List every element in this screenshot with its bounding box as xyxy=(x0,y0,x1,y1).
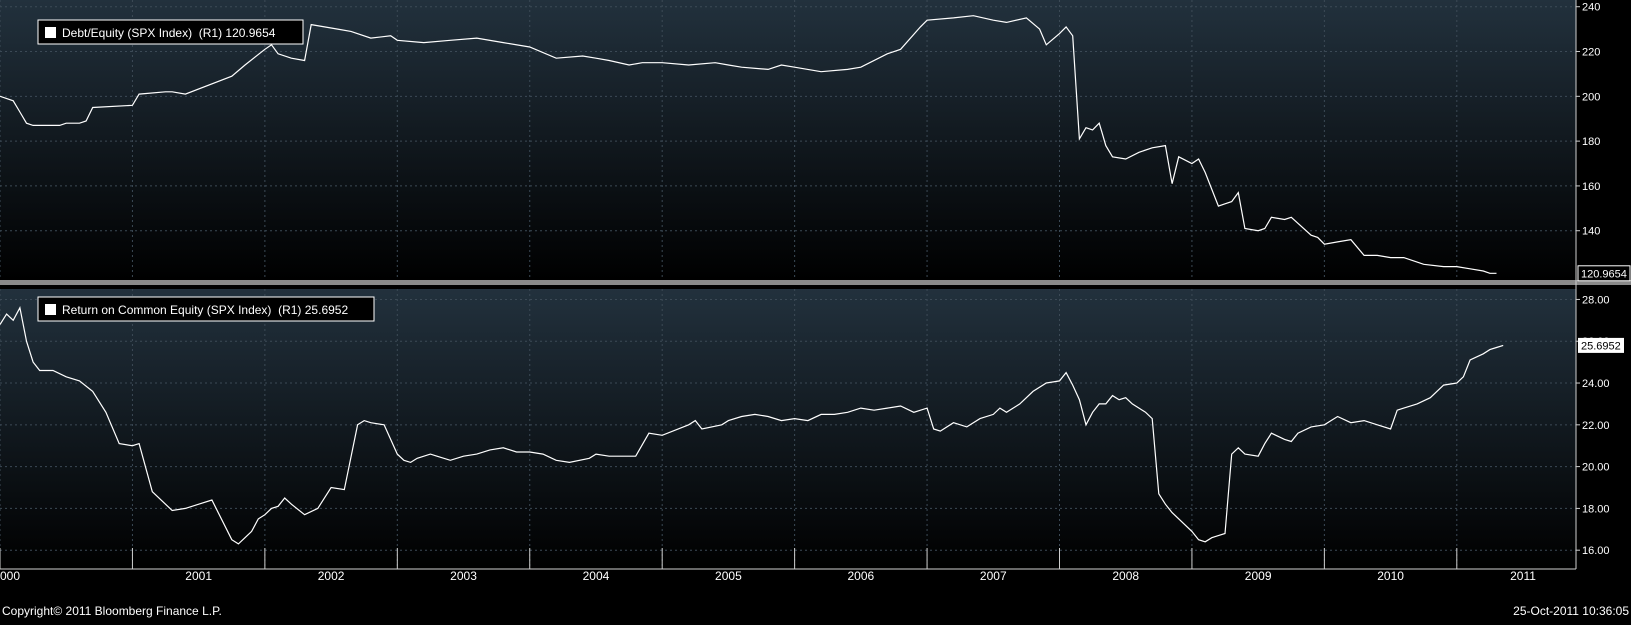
roe-y-tick-label: 18.00 xyxy=(1582,503,1610,515)
roe-y-tick-label: 28.00 xyxy=(1582,294,1610,306)
x-tick-label-2006: 2006 xyxy=(847,569,874,583)
timestamp-text: 25-Oct-2011 10:36:05 xyxy=(1513,604,1629,618)
x-tick-label-2004: 2004 xyxy=(583,569,610,583)
debt-equity-y-tick-label: 200 xyxy=(1582,91,1600,103)
debt-equity-y-tick-label: 220 xyxy=(1582,47,1600,59)
x-tick-label-2001: 2001 xyxy=(185,569,212,583)
x-tick-label-2010: 2010 xyxy=(1377,569,1404,583)
roe-y-tick-label: 22.00 xyxy=(1582,420,1610,432)
bottom-panel-grid xyxy=(0,289,1576,569)
roe-last-value-tag: 25.6952 xyxy=(1578,337,1624,353)
top-legend-text: Debt/Equity (SPX Index) (R1) 120.9654 xyxy=(62,26,276,40)
roe-last-value: 25.6952 xyxy=(1581,340,1621,352)
panel-divider xyxy=(0,280,1631,285)
roe-series-line xyxy=(0,306,1504,545)
debt-equity-y-tick-label: 180 xyxy=(1582,136,1600,148)
x-tick-label-2002: 2002 xyxy=(318,569,345,583)
x-tick-label-2007: 2007 xyxy=(980,569,1007,583)
bottom-panel-background xyxy=(0,289,1576,569)
x-tick-label-partial: 000 xyxy=(0,569,20,583)
debt-equity-series-line xyxy=(0,15,1497,274)
debt-equity-y-tick-label: 140 xyxy=(1582,226,1600,238)
legend-swatch xyxy=(45,304,56,315)
roe-y-tick-label: 24.00 xyxy=(1582,378,1610,390)
x-tick-label-2009: 2009 xyxy=(1245,569,1272,583)
roe-y-tick-label: 20.00 xyxy=(1582,462,1610,474)
bottom-legend: Return on Common Equity (SPX Index) (R1)… xyxy=(37,296,375,322)
bottom-legend-text: Return on Common Equity (SPX Index) (R1)… xyxy=(62,303,348,317)
roe-y-tick-label: 16.00 xyxy=(1582,545,1610,557)
x-tick-label-2011: 2011 xyxy=(1510,569,1536,583)
top-legend: Debt/Equity (SPX Index) (R1) 120.9654 xyxy=(37,19,304,45)
x-axis: 000 2001 2002 2003 2004 2005 2006 2007 2008 2009… xyxy=(0,548,1536,583)
debt-equity-last-value-tag: 120.9654 xyxy=(1577,265,1631,282)
debt-equity-last-value: 120.9654 xyxy=(1581,268,1627,280)
x-tick-label-2005: 2005 xyxy=(715,569,742,583)
x-tick-label-2008: 2008 xyxy=(1112,569,1139,583)
copyright-text: Copyright© 2011 Bloomberg Finance L.P. xyxy=(2,604,222,618)
legend-swatch xyxy=(45,27,56,38)
top-y-axis: 240 220 200 180 160 140 xyxy=(1576,2,1600,238)
x-tick-label-2003: 2003 xyxy=(450,569,477,583)
debt-equity-y-tick-label: 240 xyxy=(1582,2,1600,14)
top-panel-background xyxy=(0,0,1576,280)
debt-equity-y-tick-label: 160 xyxy=(1582,181,1600,193)
